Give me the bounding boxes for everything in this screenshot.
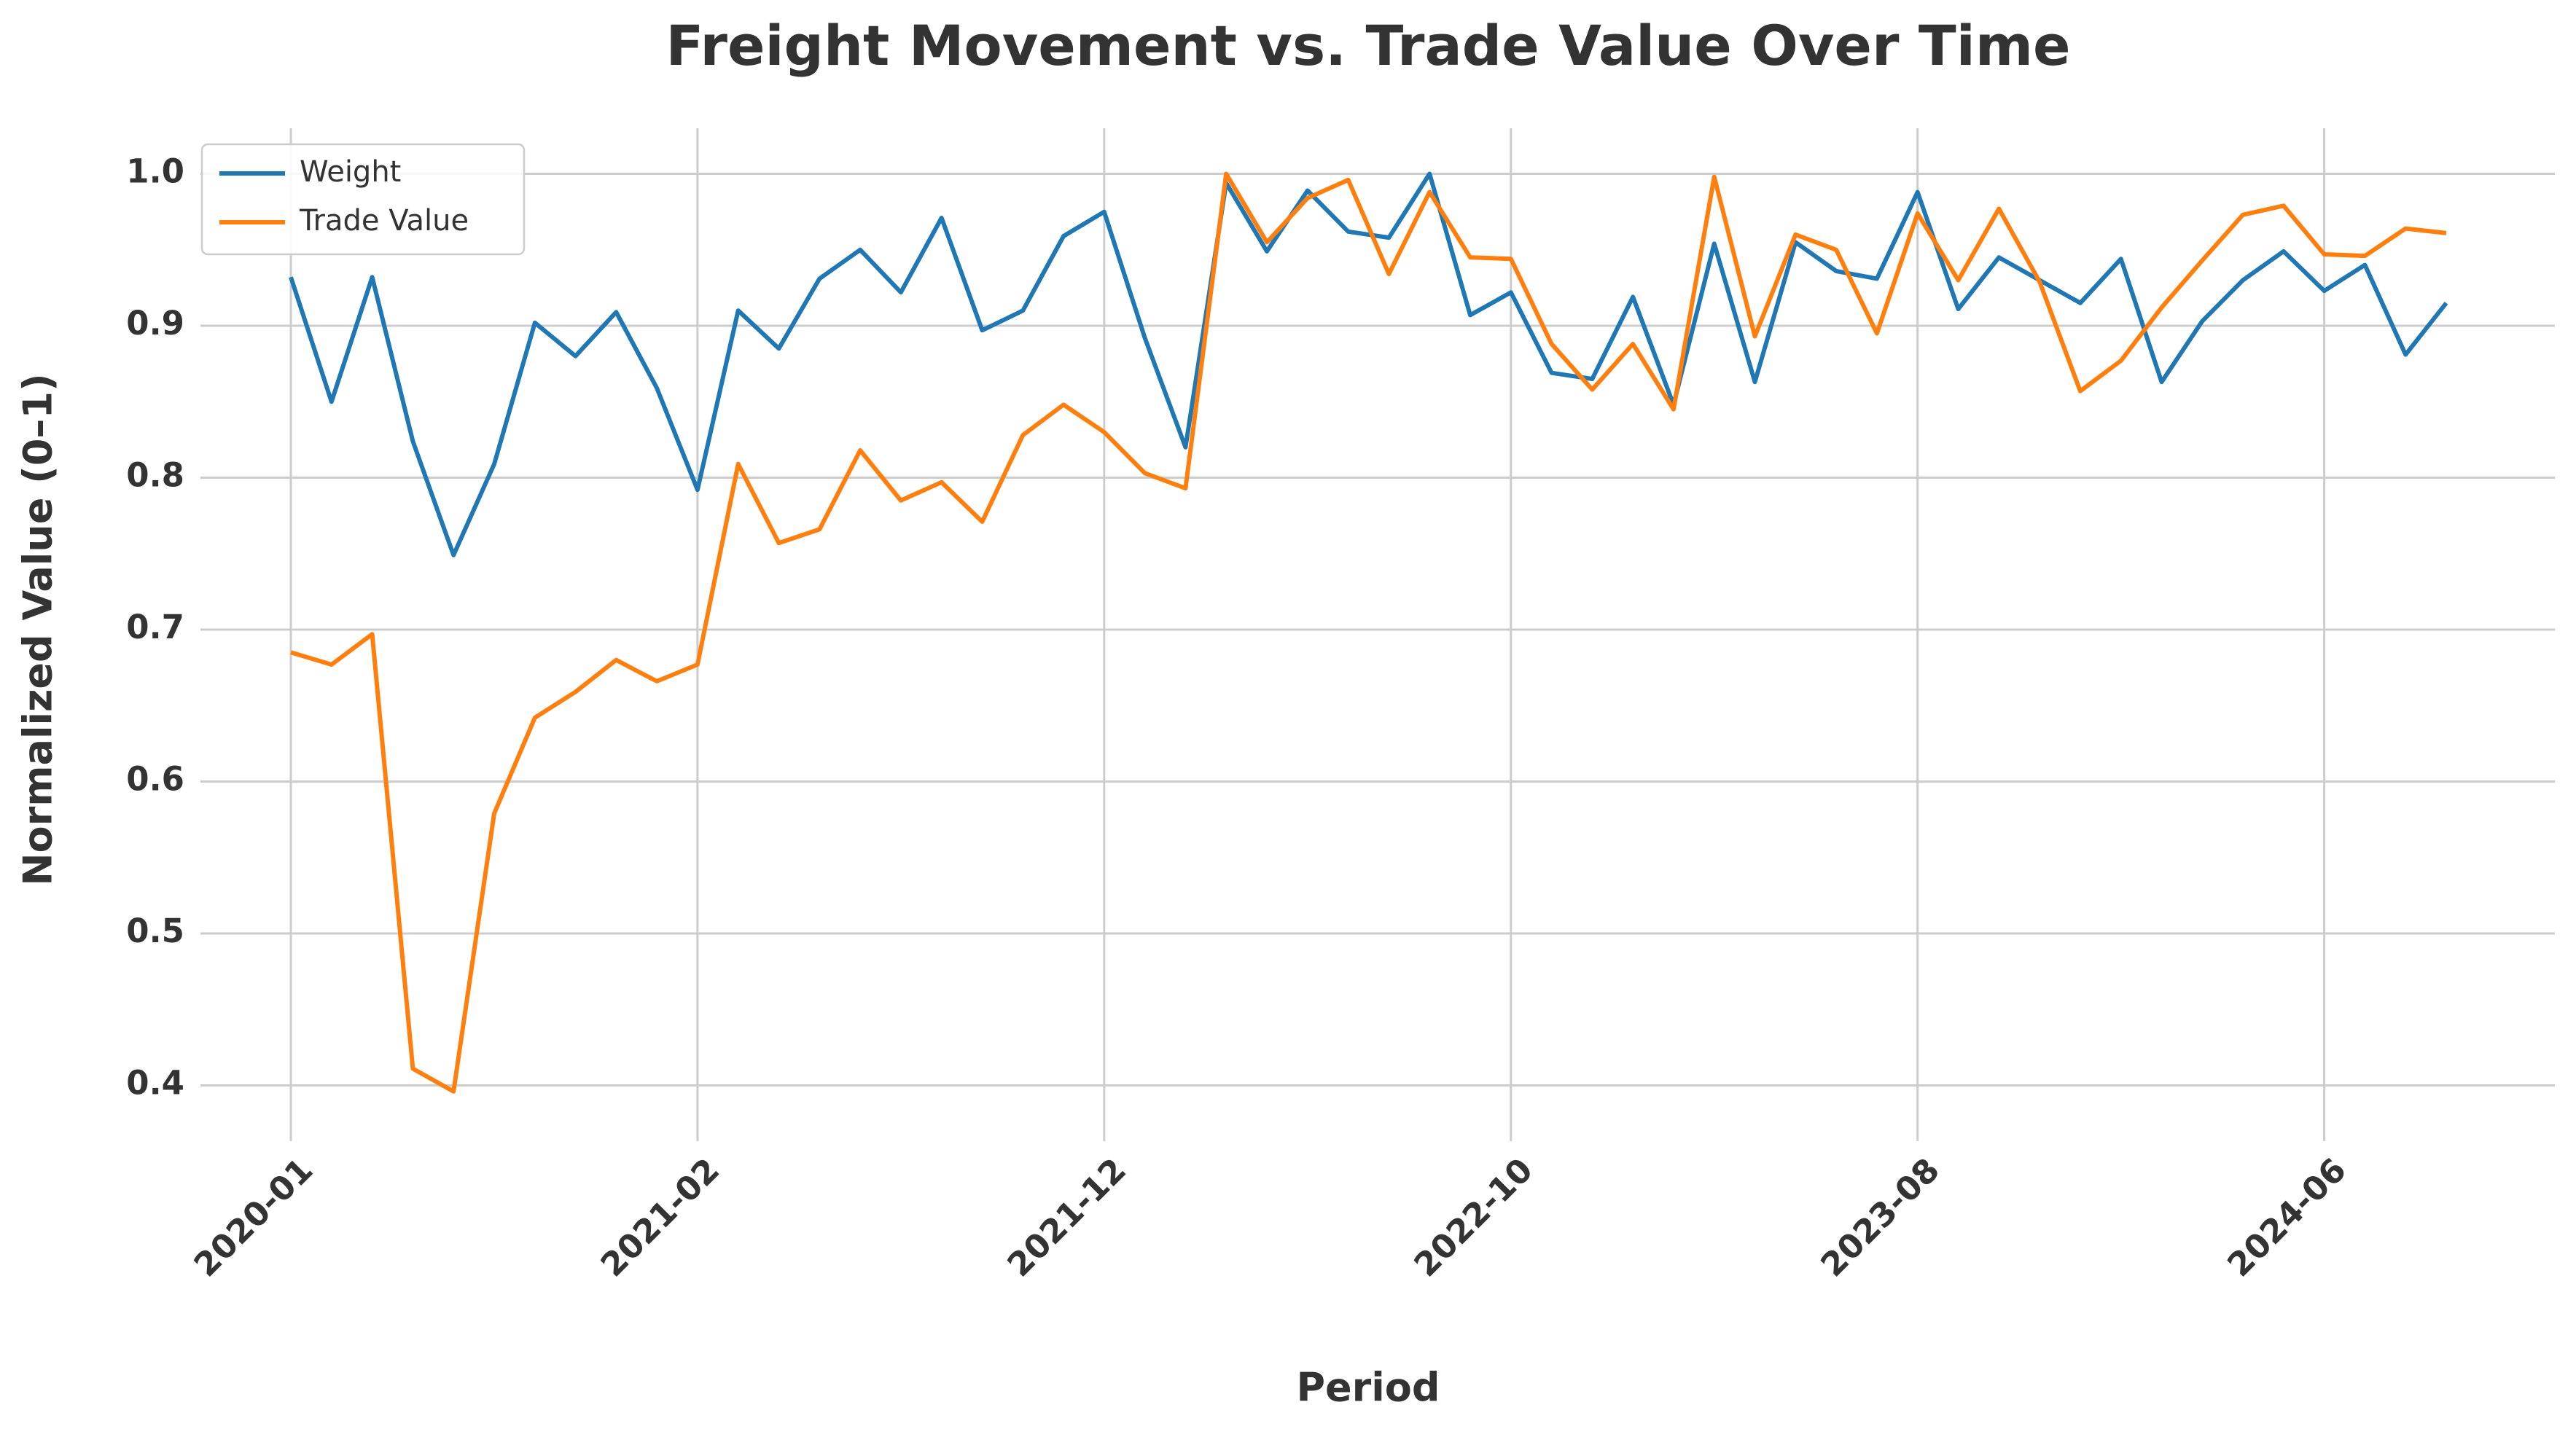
y-tick-label: 0.9	[126, 304, 184, 342]
x-tick-label: 2021-12	[1000, 1151, 1134, 1285]
y-tick-label: 0.7	[126, 608, 184, 646]
y-axis-label: Normalized Value (0–1)	[15, 373, 61, 885]
y-tick-label: 0.6	[126, 759, 184, 798]
x-tick-label: 2022-10	[1407, 1151, 1541, 1285]
y-tick-label: 0.4	[126, 1063, 184, 1102]
x-tick-label: 2024-06	[2220, 1151, 2354, 1285]
legend: Weight Trade Value	[200, 143, 526, 256]
legend-label: Trade Value	[299, 204, 469, 238]
y-tick-label: 0.8	[126, 456, 184, 495]
data-line	[290, 171, 2447, 1094]
y-tick-label: 0.5	[126, 912, 184, 950]
x-axis-label: Period	[1296, 1365, 1440, 1411]
x-tick-label: 2020-01	[187, 1151, 321, 1285]
chart-title: Freight Movement vs. Trade Value Over Ti…	[666, 13, 2070, 78]
data-line	[289, 171, 2448, 557]
x-tick-label: 2023-08	[1813, 1151, 1947, 1285]
y-tick-label: 1.0	[126, 152, 184, 191]
legend-label: Weight	[300, 155, 401, 189]
x-tick-label: 2021-02	[593, 1151, 727, 1285]
